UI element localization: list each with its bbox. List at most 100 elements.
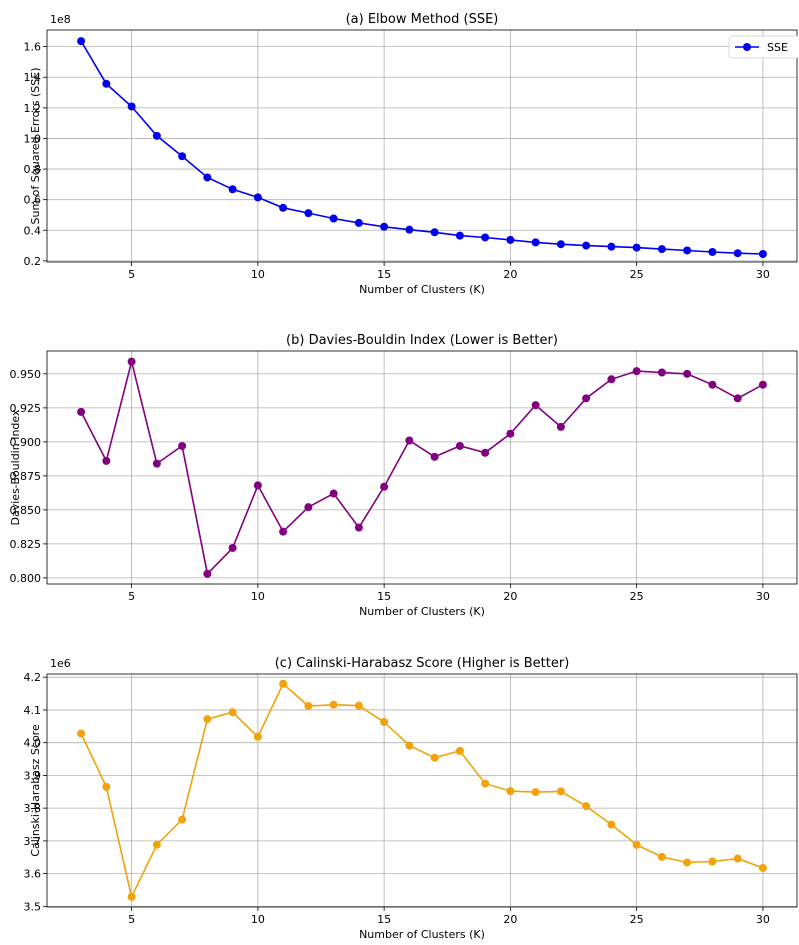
- series-line: [80, 40, 763, 255]
- data-point: [607, 375, 616, 384]
- y-tick-label: 4.1: [24, 704, 42, 717]
- x-tick-label: 15: [377, 590, 391, 603]
- x-tick-label: 15: [377, 268, 391, 281]
- grid-lines: [47, 674, 797, 907]
- data-point: [506, 429, 515, 438]
- data-point: [329, 489, 338, 498]
- data-point: [683, 369, 692, 378]
- data-point: [708, 248, 717, 257]
- chart-panel-1: (a) Elbow Method (SSE) 5 10 15 20 25 30 0.2 0.4 0…: [24, 12, 799, 296]
- x-tick-label: 20: [503, 590, 517, 603]
- legend-marker: [743, 43, 751, 51]
- data-point: [203, 173, 212, 182]
- x-tick-label: 15: [377, 913, 391, 926]
- data-point: [354, 701, 363, 710]
- legend: SSE: [728, 35, 799, 59]
- data-point: [127, 102, 136, 111]
- data-point: [279, 679, 288, 688]
- data-point: [253, 193, 262, 202]
- data-point: [632, 243, 641, 252]
- series-line: [80, 682, 764, 900]
- data-point: [102, 782, 111, 791]
- data-point: [152, 459, 161, 468]
- data-point: [430, 228, 439, 237]
- grid-lines: [47, 30, 797, 262]
- data-point: [430, 452, 439, 461]
- data-point: [733, 394, 742, 403]
- y-tick-label: 0.6: [24, 194, 42, 207]
- data-point: [380, 222, 389, 231]
- data-point: [531, 788, 540, 797]
- data-point: [455, 746, 464, 755]
- data-point: [102, 456, 111, 465]
- grid-lines: [47, 351, 797, 584]
- x-axis-label: Number of Clusters (K): [359, 928, 485, 941]
- plot-frame: [46, 673, 798, 908]
- y-tick-label: 3.5: [24, 900, 42, 913]
- chart-title: (a) Elbow Method (SSE): [346, 12, 499, 27]
- data-point: [228, 543, 237, 552]
- x-tick-label: 5: [128, 590, 135, 603]
- data-point: [203, 569, 212, 578]
- data-point: [506, 787, 515, 796]
- data-point: [253, 732, 262, 741]
- data-point: [329, 700, 338, 709]
- data-point: [758, 380, 767, 389]
- data-point: [354, 523, 363, 532]
- data-point: [455, 441, 464, 450]
- data-point: [683, 858, 692, 867]
- data-point: [481, 779, 490, 788]
- data-point: [279, 203, 288, 212]
- y-tick-label: 3.7: [24, 835, 42, 848]
- x-tick-label: 20: [503, 268, 517, 281]
- data-point: [708, 380, 717, 389]
- y-axis-label: Sum of Squared Errors (SSE): [29, 67, 42, 224]
- x-axis-label: Number of Clusters (K): [359, 283, 485, 296]
- legend-box: [728, 35, 799, 59]
- y-axis-label: Davies-Bouldin Index: [9, 409, 22, 525]
- data-point: [582, 241, 591, 250]
- y-tick-label: 0.850: [10, 504, 42, 517]
- x-tick-label: 30: [756, 268, 770, 281]
- data-point: [77, 729, 86, 738]
- y-tick-label: 3.9: [24, 769, 42, 782]
- x-tick-label: 30: [756, 913, 770, 926]
- data-point: [531, 238, 540, 247]
- y-tick-label: 1.2: [24, 102, 42, 115]
- y-tick-label: 0.900: [10, 436, 42, 449]
- y-tick-label: 0.950: [10, 368, 42, 381]
- data-point: [304, 503, 313, 512]
- data-point: [733, 249, 742, 258]
- data-point: [127, 357, 136, 366]
- y-tick-label: 0.875: [10, 470, 42, 483]
- data-point: [354, 218, 363, 227]
- plot-frame: [46, 29, 798, 263]
- data-point: [380, 718, 389, 727]
- data-point: [304, 209, 313, 218]
- y-tick-label: 4.2: [24, 671, 42, 684]
- legend-label: SSE: [767, 41, 788, 54]
- data-point: [657, 368, 666, 377]
- y-tick-label: 3.6: [24, 868, 42, 881]
- plot-frame: [46, 350, 798, 585]
- data-point: [228, 185, 237, 194]
- series-line: [80, 361, 764, 576]
- data-point: [758, 249, 767, 258]
- y-tick-label: 1.6: [24, 41, 42, 54]
- data-point: [683, 246, 692, 255]
- x-axis-label: Number of Clusters (K): [359, 605, 485, 618]
- x-tick-label: 25: [630, 268, 644, 281]
- data-point: [380, 482, 389, 491]
- data-point: [127, 892, 136, 901]
- data-point: [657, 852, 666, 861]
- data-point: [178, 152, 187, 161]
- x-tick-label: 10: [251, 913, 265, 926]
- y-tick-label: 0.825: [10, 538, 42, 551]
- x-tick-label: 10: [251, 268, 265, 281]
- data-point: [582, 394, 591, 403]
- data-point: [607, 820, 616, 829]
- data-point: [607, 242, 616, 251]
- y-multiplier-label: 1e6: [50, 657, 71, 670]
- y-multiplier-label: 1e8: [50, 13, 71, 26]
